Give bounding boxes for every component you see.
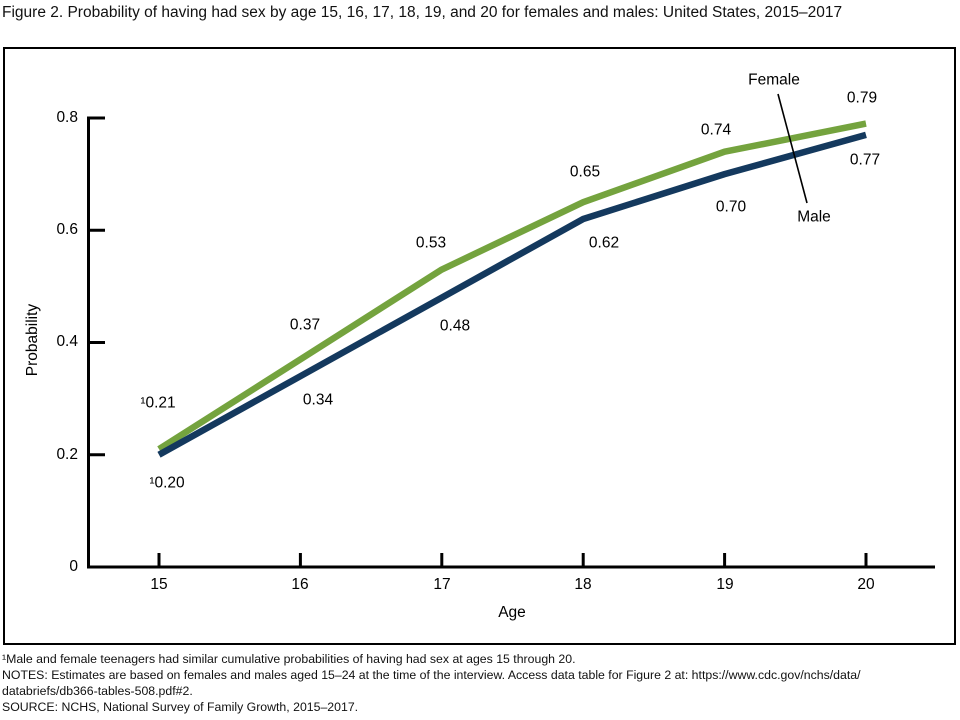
y-tick-0: 0 <box>69 558 78 575</box>
male-label-age18: 0.62 <box>588 234 620 252</box>
y-axis-title: Probability <box>24 303 41 377</box>
female-label-age20: 0.79 <box>846 89 878 107</box>
male-label-age17: 0.48 <box>439 317 471 335</box>
male-label-age19: 0.70 <box>715 198 747 216</box>
female-label-age16: 0.37 <box>289 316 321 334</box>
chart-frame <box>3 47 956 645</box>
y-axis-ticks <box>88 116 105 457</box>
female-label-age18: 0.65 <box>569 163 601 181</box>
male-label-age16: 0.34 <box>302 391 334 409</box>
x-tick-18: 18 <box>574 576 592 593</box>
female-label-age17: 0.53 <box>415 234 447 252</box>
male-line <box>157 131 867 458</box>
x-tick-15: 15 <box>150 576 168 593</box>
footnote-notes-1: NOTES: Estimates are based on females an… <box>2 668 861 682</box>
y-tick-0.8: 0.8 <box>56 109 78 126</box>
y-tick-0.6: 0.6 <box>56 221 78 238</box>
footnote-notes-2: databriefs/db366-tables-508.pdf#2. <box>2 684 193 698</box>
x-tick-16: 16 <box>291 576 309 593</box>
male-label-age20: 0.77 <box>849 151 881 169</box>
footnotes: ¹Male and female teenagers had similar c… <box>2 651 956 715</box>
female-line <box>157 120 867 452</box>
footnote-source: SOURCE: NCHS, National Survey of Family … <box>2 700 359 714</box>
x-tick-17: 17 <box>433 576 451 593</box>
legend-leader-line <box>777 93 808 204</box>
figure-title: Figure 2. Probability of having had sex … <box>2 4 843 21</box>
footnote-1: ¹Male and female teenagers had similar c… <box>2 652 576 666</box>
male-series-label: Male <box>797 208 831 226</box>
x-tick-20: 20 <box>857 576 875 593</box>
female-label-age15: ¹0.21 <box>140 394 176 412</box>
male-label-age15: ¹0.20 <box>149 474 185 492</box>
x-tick-19: 19 <box>716 576 734 593</box>
x-axis-ticks <box>157 553 868 567</box>
x-axis-title: Age <box>498 604 526 621</box>
female-series-label: Female <box>748 71 800 89</box>
y-tick-0.2: 0.2 <box>56 446 78 463</box>
female-label-age19: 0.74 <box>700 121 732 139</box>
y-tick-0.4: 0.4 <box>56 333 78 350</box>
